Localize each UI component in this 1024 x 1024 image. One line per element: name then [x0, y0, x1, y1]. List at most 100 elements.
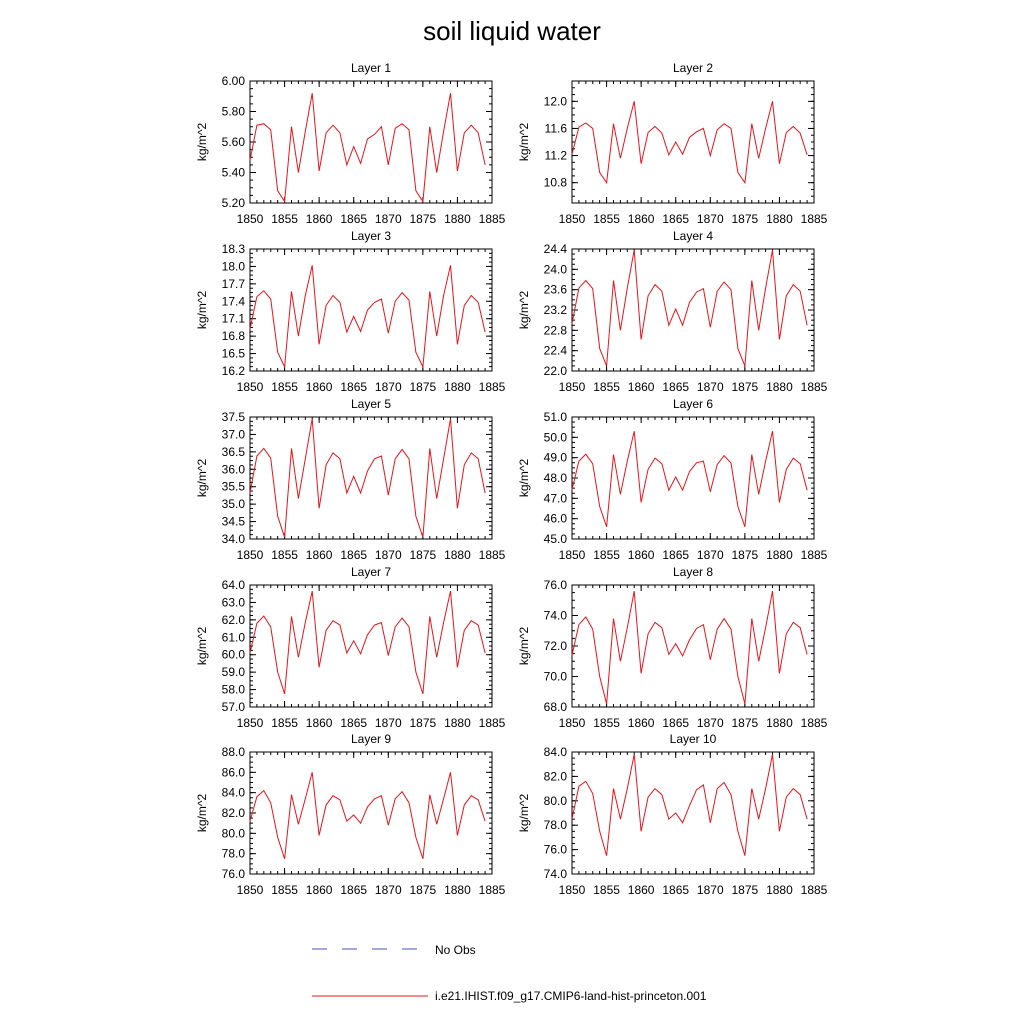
y-tick-label: 82.0: [544, 769, 568, 783]
y-tick-label: 62.0: [222, 613, 246, 627]
series-line-model: [249, 265, 486, 369]
x-tick-label: 1860: [306, 548, 333, 562]
x-tick-label: 1875: [732, 380, 759, 394]
y-tick-label: 86.0: [222, 765, 246, 779]
x-tick-label: 1865: [340, 548, 367, 562]
x-tick-label: 1885: [479, 716, 506, 730]
panel-layer-1: Layer 1 1850 1855 1860 1865 1870 1875 1880 1885 5…: [195, 61, 506, 226]
panel-grid: Layer 1 1850 1855 1860 1865 1870 1875 1880 1885 5…: [195, 61, 828, 897]
x-tick-label: 1875: [410, 212, 437, 226]
y-tick-label: 78.0: [544, 818, 568, 832]
x-tick-label: 1880: [444, 548, 471, 562]
y-tick-label: 18.3: [222, 242, 246, 256]
panel-title: Layer 7: [351, 565, 391, 579]
panel-layer-4: Layer 4 1850 1855 1860 1865 1870 1875 1880 1885 2…: [517, 229, 828, 394]
y-tick-label: 64.0: [222, 578, 246, 592]
x-tick-label: 1865: [662, 883, 689, 897]
series-line-model: [249, 418, 486, 538]
x-tick-label: 1865: [662, 716, 689, 730]
y-tick-label: 74.0: [544, 609, 568, 623]
x-tick-label: 1875: [410, 380, 437, 394]
y-tick-label: 22.0: [544, 364, 568, 378]
y-tick-label: 11.2: [545, 149, 568, 163]
series-line-model: [571, 431, 808, 527]
x-tick-label: 1880: [766, 380, 793, 394]
figure-title: soil liquid water: [423, 16, 601, 46]
x-tick-label: 1875: [732, 548, 759, 562]
x-tick-label: 1870: [697, 548, 724, 562]
y-tick-label: 16.2: [222, 364, 246, 378]
x-tick-label: 1870: [697, 883, 724, 897]
x-tick-label: 1855: [593, 883, 620, 897]
y-tick-label: 12.0: [544, 94, 568, 108]
x-tick-label: 1850: [237, 212, 264, 226]
y-axis-label: kg/m^2: [195, 794, 209, 833]
x-tick-label: 1885: [801, 380, 828, 394]
x-tick-label: 1850: [559, 380, 586, 394]
x-tick-label: 1885: [801, 548, 828, 562]
y-axis-label: kg/m^2: [517, 794, 531, 833]
y-tick-label: 60.0: [222, 648, 246, 662]
y-axis-label: kg/m^2: [195, 123, 209, 162]
legend-obs-label: No Obs: [435, 943, 476, 957]
x-tick-label: 1875: [410, 716, 437, 730]
panel-title: Layer 1: [351, 61, 391, 75]
y-tick-label: 35.5: [222, 480, 246, 494]
y-axis-label: kg/m^2: [195, 291, 209, 330]
x-tick-label: 1870: [375, 883, 402, 897]
y-tick-label: 18.0: [222, 259, 246, 273]
x-tick-label: 1855: [593, 380, 620, 394]
y-tick-label: 72.0: [544, 639, 568, 653]
plot-frame: [571, 248, 815, 372]
panel-title: Layer 10: [670, 732, 717, 746]
panel-title: Layer 4: [673, 229, 713, 243]
y-tick-label: 16.5: [222, 347, 246, 361]
x-tick-label: 1855: [593, 212, 620, 226]
panel-title: Layer 3: [351, 229, 391, 243]
y-tick-label: 47.0: [544, 491, 568, 505]
panel-title: Layer 8: [673, 565, 713, 579]
y-tick-label: 22.4: [544, 344, 568, 358]
y-tick-label: 84.0: [544, 745, 568, 759]
y-tick-label: 76.0: [544, 843, 568, 857]
x-tick-label: 1875: [732, 716, 759, 730]
plot-frame: [571, 416, 815, 540]
y-tick-label: 48.0: [544, 471, 568, 485]
y-tick-label: 46.0: [544, 512, 568, 526]
y-tick-label: 22.8: [544, 323, 568, 337]
y-tick-label: 16.8: [222, 329, 246, 343]
y-tick-label: 59.0: [222, 665, 246, 679]
x-tick-label: 1880: [444, 716, 471, 730]
x-tick-label: 1860: [306, 380, 333, 394]
x-tick-label: 1850: [559, 212, 586, 226]
y-tick-label: 58.0: [222, 683, 246, 697]
panel-title: Layer 5: [351, 397, 391, 411]
x-tick-label: 1865: [340, 212, 367, 226]
y-tick-label: 68.0: [544, 700, 568, 714]
x-tick-label: 1855: [271, 212, 298, 226]
y-tick-label: 17.1: [222, 312, 246, 326]
x-tick-label: 1860: [306, 716, 333, 730]
panel-layer-2: Layer 2 1850 1855 1860 1865 1870 1875 1880 1885 1…: [517, 61, 828, 226]
panel-layer-7: Layer 7 1850 1855 1860 1865 1870 1875 1880 1885 5…: [195, 565, 506, 730]
y-tick-label: 50.0: [544, 430, 568, 444]
x-tick-label: 1865: [662, 380, 689, 394]
y-tick-label: 34.5: [222, 515, 246, 529]
y-tick-label: 17.4: [222, 294, 246, 308]
y-tick-label: 49.0: [544, 451, 568, 465]
legend: No Obs i.e21.IHIST.f09_g17.CMIP6-land-hi…: [312, 943, 707, 1003]
panel-layer-5: Layer 5 1850 1855 1860 1865 1870 1875 1880 1885 3…: [195, 397, 506, 562]
x-tick-label: 1870: [375, 380, 402, 394]
y-axis-label: kg/m^2: [517, 123, 531, 162]
y-tick-label: 5.60: [222, 135, 246, 149]
x-tick-label: 1855: [593, 716, 620, 730]
y-tick-label: 10.8: [544, 176, 568, 190]
x-tick-label: 1880: [766, 716, 793, 730]
x-tick-label: 1870: [697, 212, 724, 226]
x-tick-label: 1870: [697, 716, 724, 730]
x-tick-label: 1875: [732, 883, 759, 897]
y-tick-label: 63.0: [222, 595, 246, 609]
series-line-model: [249, 590, 486, 695]
x-tick-label: 1860: [628, 548, 655, 562]
